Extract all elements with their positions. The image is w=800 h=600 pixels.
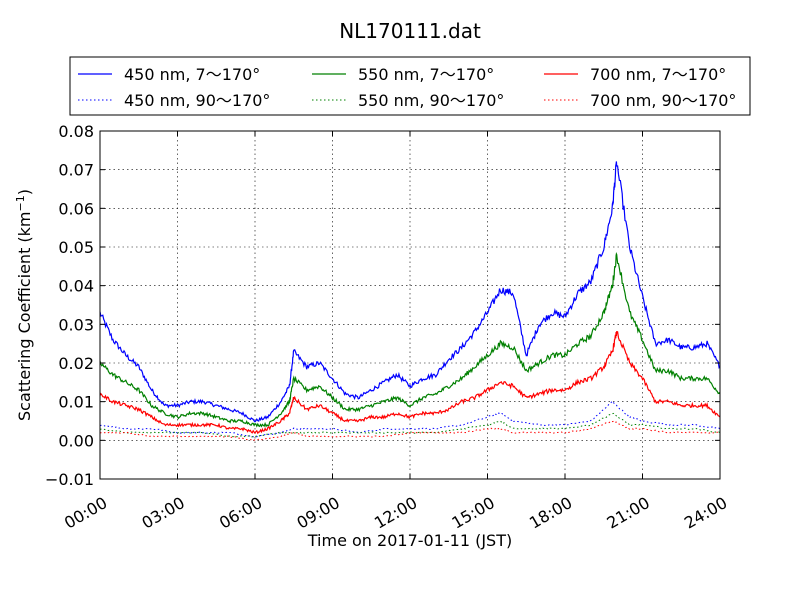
x-tick-label: 24:00 xyxy=(681,493,730,533)
chart-title: NL170111.dat xyxy=(339,19,481,43)
legend-box xyxy=(69,56,751,116)
y-tick-label: 0.05 xyxy=(58,238,94,257)
y-axis-label-superscript: −1 xyxy=(14,195,27,211)
legend-label: 700 nm, 90～170° xyxy=(590,91,736,110)
series-lines xyxy=(99,161,721,442)
legend-label: 550 nm, 7～170° xyxy=(358,65,494,84)
grid xyxy=(100,131,720,479)
y-tick-label: 0.00 xyxy=(58,431,94,450)
legend-label: 700 nm, 7～170° xyxy=(590,65,726,84)
series-line-1 xyxy=(99,400,721,438)
y-tick-label: −0.01 xyxy=(45,470,94,489)
series-line-2 xyxy=(99,252,721,428)
y-tick-label: 0.03 xyxy=(58,315,94,334)
y-tick-label: 0.01 xyxy=(58,393,94,412)
y-axis-label: Scattering Coefficient (km−1) xyxy=(14,189,34,421)
legend-label: 450 nm, 90～170° xyxy=(124,91,270,110)
y-tick-label: 0.04 xyxy=(58,277,94,296)
legend: 450 nm, 7～170° 550 nm, 7～170° 700 nm, 7～17… xyxy=(69,56,751,116)
y-tick-label: 0.02 xyxy=(58,354,94,373)
x-tick-labels: 00:00 03:00 06:00 09:00 12:00 15:00 18:00 21:00… xyxy=(61,493,730,533)
x-tick-label: 03:00 xyxy=(138,493,187,533)
axis-ticks xyxy=(99,130,721,480)
legend-label: 550 nm, 90～170° xyxy=(358,91,504,110)
y-tick-labels: −0.01 0.00 0.01 0.02 0.03 0.04 0.05 0.06 0.07 0.0… xyxy=(45,122,94,489)
x-tick-label: 09:00 xyxy=(293,493,342,533)
y-tick-label: 0.06 xyxy=(58,199,94,218)
x-tick-label: 12:00 xyxy=(371,493,420,533)
x-tick-label: 15:00 xyxy=(448,493,497,533)
series-line-5 xyxy=(99,420,721,442)
y-tick-label: 0.08 xyxy=(58,122,94,141)
legend-label: 450 nm, 7～170° xyxy=(124,65,260,84)
x-tick-label: 00:00 xyxy=(61,493,110,533)
x-tick-label: 06:00 xyxy=(216,493,265,533)
series-line-4 xyxy=(99,331,721,435)
plot-frame xyxy=(99,130,721,480)
x-axis-label: Time on 2017-01-11 (JST) xyxy=(307,531,512,550)
y-axis-label-main: Scattering Coefficient (km xyxy=(15,211,34,421)
series-line-3 xyxy=(99,412,721,438)
x-tick-label: 21:00 xyxy=(603,493,652,533)
series-line-0 xyxy=(99,161,721,423)
y-tick-label: 0.07 xyxy=(58,161,94,180)
x-tick-label: 18:00 xyxy=(526,493,575,533)
y-axis-label-end: ) xyxy=(15,189,34,195)
